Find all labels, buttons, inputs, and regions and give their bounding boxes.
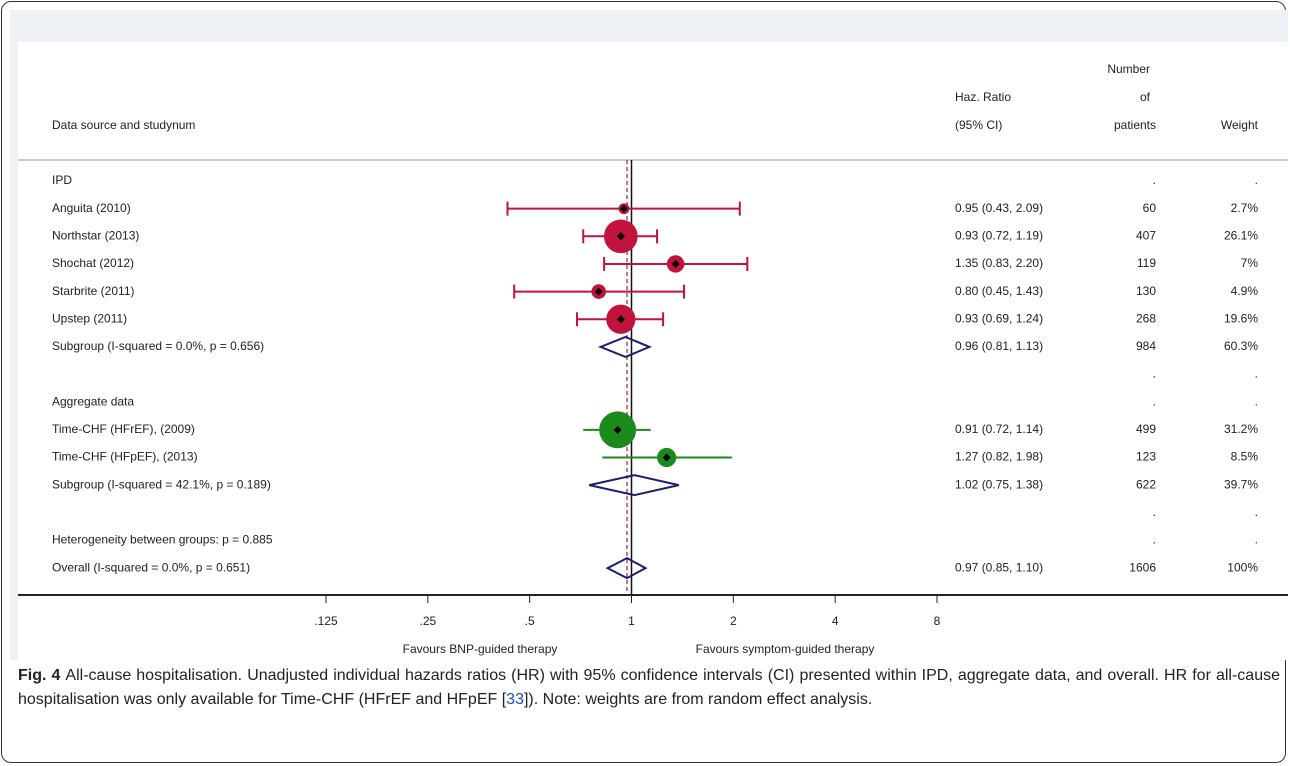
patients: 119: [1137, 256, 1156, 270]
point-estimate: [671, 259, 680, 268]
reference-link[interactable]: 33: [506, 691, 524, 708]
point-estimate: [662, 453, 671, 462]
patients: .: [1153, 367, 1156, 381]
weight: 4.9%: [1231, 284, 1259, 298]
point-estimate: [594, 287, 603, 296]
header-patients: patients: [1114, 118, 1156, 132]
estimate-text: 0.93 (0.69, 1.24): [955, 311, 1043, 325]
weight: 26.1%: [1224, 228, 1258, 242]
estimate-text: 0.97 (0.85, 1.10): [955, 560, 1043, 574]
header-patients: of: [1140, 90, 1151, 104]
row-label: Heterogeneity between groups: p = 0.885: [52, 533, 273, 547]
patients: 984: [1136, 339, 1156, 353]
row-label: Time-CHF (HFpEF), (2013): [52, 450, 198, 464]
row-label: Anguita (2010): [52, 201, 131, 215]
point-estimate: [616, 315, 625, 324]
estimate-text: 0.96 (0.81, 1.13): [955, 339, 1043, 353]
row-label: Shochat (2012): [52, 256, 134, 270]
point-estimate: [619, 204, 628, 213]
weight: .: [1255, 367, 1258, 381]
row-label: Northstar (2013): [52, 228, 139, 242]
caption-text: ]). Note: weights are from random effect…: [523, 691, 873, 708]
patients: 130: [1136, 284, 1156, 298]
row-label: Aggregate data: [52, 394, 134, 408]
weight: .: [1255, 394, 1258, 408]
x-label: Favours symptom-guided therapy: [696, 642, 875, 656]
x-tick-label: 8: [934, 614, 941, 628]
plot-area: [18, 42, 1288, 660]
header-estimate: (95% CI): [955, 118, 1002, 132]
estimate-text: 1.27 (0.82, 1.98): [955, 450, 1043, 464]
patients: .: [1153, 173, 1156, 187]
patients: 123: [1136, 450, 1156, 464]
caption: Fig. 4 All-cause hospitalisation. Unadjus…: [18, 664, 1280, 712]
weight: 19.6%: [1224, 311, 1258, 325]
x-tick-label: 1: [628, 614, 635, 628]
weight: .: [1255, 533, 1258, 547]
weight: .: [1255, 173, 1258, 187]
header-patients: Number: [1107, 62, 1150, 76]
weight: 8.5%: [1231, 450, 1259, 464]
patients: 407: [1136, 228, 1156, 242]
x-tick-label: .25: [419, 614, 436, 628]
weight: 100%: [1227, 560, 1258, 574]
chart: Data source and studynum Haz. Ratio (95%…: [10, 10, 1288, 660]
caption-text: All-cause hospitalisation. Unadjusted in…: [18, 667, 1280, 708]
x-tick-label: 4: [832, 614, 839, 628]
estimate-text: 1.35 (0.83, 2.20): [955, 256, 1043, 270]
patients: 268: [1136, 311, 1156, 325]
estimate-text: 1.02 (0.75, 1.38): [955, 477, 1043, 491]
row-label: Time-CHF (HFrEF), (2009): [52, 422, 195, 436]
header-estimate: Haz. Ratio: [955, 90, 1011, 104]
row-label: Overall (I-squared = 0.0%, p = 0.651): [52, 560, 250, 574]
patients: .: [1153, 505, 1156, 519]
weight: 2.7%: [1231, 201, 1259, 215]
weight: .: [1255, 505, 1258, 519]
point-estimate: [613, 425, 622, 434]
point-estimate: [616, 232, 625, 241]
pooled-diamond: [605, 556, 648, 580]
estimate-text: 0.80 (0.45, 1.43): [955, 284, 1043, 298]
header-weight: Weight: [1221, 118, 1259, 132]
row-label: Subgroup (I-squared = 0.0%, p = 0.656): [52, 339, 264, 353]
x-tick-label: 2: [730, 614, 737, 628]
weight: 7%: [1241, 256, 1259, 270]
weight: 31.2%: [1224, 422, 1258, 436]
estimate-text: 0.93 (0.72, 1.19): [955, 228, 1043, 242]
patients: .: [1153, 394, 1156, 408]
patients: 1606: [1129, 560, 1156, 574]
pooled-diamond: [589, 474, 680, 497]
estimate-text: 0.95 (0.43, 2.09): [955, 201, 1043, 215]
header-label: Data source and studynum: [52, 118, 195, 132]
pooled-diamond: [597, 335, 653, 358]
row-label: Starbrite (2011): [52, 284, 134, 298]
x-tick-label: .5: [525, 614, 535, 628]
caption-label: Fig. 4: [18, 667, 61, 684]
row-label: Upstep (2011): [52, 311, 127, 325]
x-label: Favours BNP-guided therapy: [403, 642, 558, 656]
patients: 60: [1143, 201, 1157, 215]
row-label: Subgroup (I-squared = 42.1%, p = 0.189): [52, 477, 271, 491]
estimate-text: 0.91 (0.72, 1.14): [955, 422, 1043, 436]
weight: 39.7%: [1224, 477, 1258, 491]
weight: 60.3%: [1224, 339, 1258, 353]
patients: 499: [1136, 422, 1156, 436]
x-tick-label: .125: [314, 614, 338, 628]
row-label: IPD: [52, 173, 72, 187]
patients: .: [1153, 533, 1156, 547]
patients: 622: [1136, 477, 1156, 491]
